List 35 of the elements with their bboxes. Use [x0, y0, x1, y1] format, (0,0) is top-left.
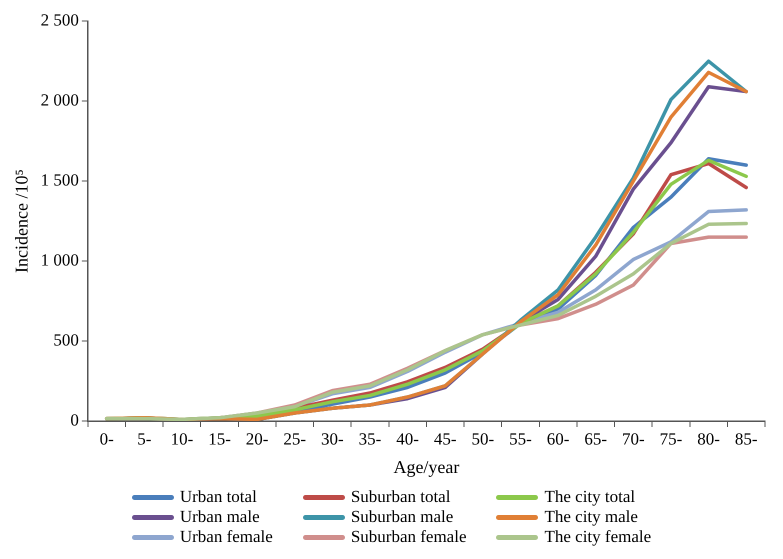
- x-tick-label: 55-: [509, 430, 532, 449]
- y-tick-label: 1 000: [40, 250, 79, 270]
- x-tick-label: 75-: [660, 430, 683, 449]
- x-tick-label: 35-: [358, 430, 382, 449]
- y-tick-label: 2 000: [40, 90, 79, 110]
- x-tick-label: 5-: [137, 430, 152, 449]
- x-tick-label: 10-: [170, 430, 194, 449]
- legend-label: The city total: [544, 487, 636, 507]
- legend-label: Suburban male: [350, 507, 454, 527]
- legend-label: Urban female: [180, 527, 273, 547]
- x-tick-label: 65-: [584, 430, 608, 449]
- legend-label: The city male: [544, 507, 638, 527]
- y-tick-label: 500: [53, 330, 79, 350]
- legend-label: Suburban total: [350, 487, 450, 507]
- legend-label: The city female: [544, 527, 652, 547]
- x-tick-label: 50-: [472, 430, 495, 449]
- x-tick-label: 25-: [283, 430, 306, 449]
- x-tick-label: 20-: [246, 430, 269, 449]
- x-tick-label: 40-: [396, 430, 420, 449]
- x-tick-label: 0-: [100, 430, 114, 449]
- x-tick-label: 80-: [697, 430, 720, 449]
- x-tick-label: 30-: [321, 430, 344, 449]
- legend-label: Urban male: [180, 507, 260, 527]
- legend-label: Suburban female: [350, 527, 466, 547]
- y-tick-label: 0: [70, 410, 79, 430]
- x-tick-label: 60-: [546, 430, 570, 449]
- legend-label: Urban total: [180, 487, 257, 507]
- y-axis-title: Incidence /10⁵: [12, 169, 32, 273]
- y-tick-label: 2 500: [40, 10, 79, 30]
- x-tick-label: 45-: [434, 430, 457, 449]
- x-tick-label: 85-: [734, 430, 758, 449]
- x-tick-label: 15-: [208, 430, 232, 449]
- x-tick-label: 70-: [622, 430, 645, 449]
- x-axis-title: Age/year: [393, 456, 460, 477]
- y-tick-label: 1 500: [40, 170, 79, 190]
